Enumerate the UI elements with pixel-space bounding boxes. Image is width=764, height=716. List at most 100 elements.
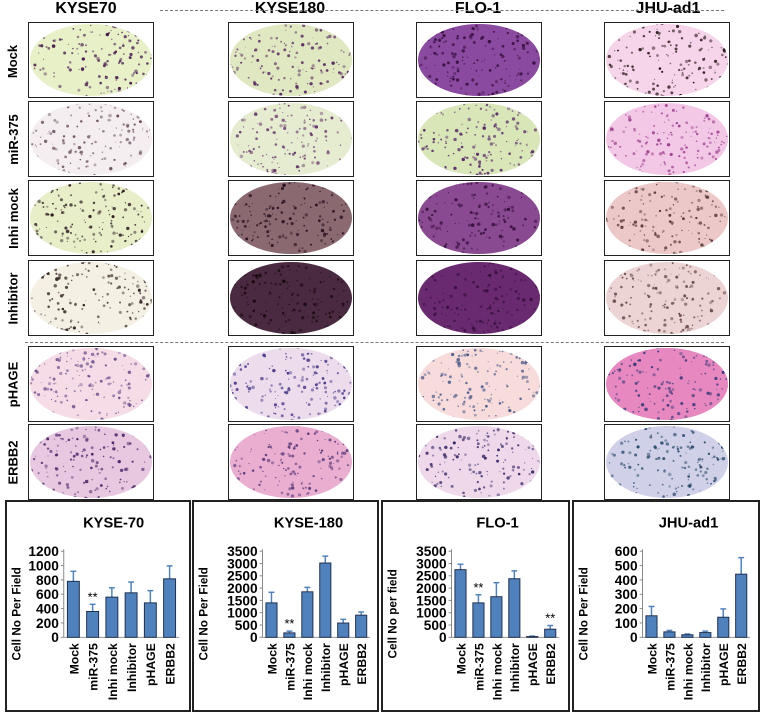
- micrograph-mock-kyse180: [228, 22, 354, 98]
- bar-mir-375: [472, 602, 485, 638]
- row-label-inhibitor: Inhibitor: [5, 272, 21, 324]
- x-tick-label: pHAGE: [526, 643, 540, 686]
- bar-inhi-mock: [105, 596, 119, 638]
- x-tick-label: pHAGE: [337, 643, 351, 686]
- x-tick-label: pHAGE: [717, 643, 731, 686]
- y-axis-label: Cell No Per Field: [578, 567, 591, 660]
- x-tick-label: Inhibitor: [125, 643, 139, 692]
- y-tick-label: 200: [36, 616, 59, 631]
- bar-erbb2: [544, 628, 557, 638]
- chart-title: FLO-1: [476, 516, 518, 532]
- x-tick-label: Mock: [265, 643, 279, 674]
- y-tick-label: 800: [36, 573, 59, 588]
- bar-inhibitor: [124, 592, 138, 638]
- y-tick-label: 3000: [227, 556, 258, 571]
- chart-title: KYSE-70: [83, 516, 144, 532]
- bar-inhi-mock: [490, 596, 503, 638]
- y-tick-label: 300: [615, 587, 638, 602]
- bar-erbb2: [735, 573, 748, 638]
- bar-inhi-mock: [681, 634, 694, 638]
- y-axis-label: Cell No per field: [387, 569, 400, 658]
- x-tick-label: Inhi mock: [106, 643, 120, 700]
- y-tick-label: 600: [615, 544, 638, 559]
- y-tick-label: 0: [439, 630, 447, 645]
- y-tick-label: 500: [615, 558, 638, 573]
- micrograph-erbb2-jhuad1: [604, 424, 730, 500]
- x-tick-label: Inhi mock: [681, 643, 695, 700]
- chart-flo1: FLO-1 Cell No per field 0 500 1000 1500 2000 25…: [381, 500, 570, 712]
- y-tick-label: 600: [36, 587, 59, 602]
- y-tick-label: 2000: [227, 581, 258, 596]
- x-tick-label: pHAGE: [144, 643, 158, 686]
- micrograph-inhi-mock-jhuad1: [604, 180, 730, 256]
- micrograph-mir-375-kyse180: [228, 101, 354, 177]
- x-tick-label: Inhibitor: [319, 643, 333, 692]
- bar-mir-375: [86, 610, 100, 638]
- micrograph-inhi-mock-kyse180: [228, 180, 354, 256]
- y-tick-label: 1000: [28, 558, 59, 573]
- micrograph-inhibitor-jhuad1: [604, 260, 730, 336]
- column-header-kyse180: KYSE180: [254, 0, 326, 17]
- significance-marker: **: [473, 580, 483, 595]
- bar-mir-375: [283, 632, 296, 638]
- y-tick-label: 1000: [416, 606, 447, 621]
- chart-kyse180: KYSE-180 Cell No Per Field 0 500 1000 1500 200…: [192, 500, 379, 712]
- column-header-flo1: FLO-1: [454, 0, 502, 17]
- row-label-erbb2: ERBB2: [5, 439, 21, 485]
- x-tick-label: miR-375: [472, 643, 486, 691]
- y-tick-label: 1000: [227, 606, 258, 621]
- y-tick-label: 400: [36, 602, 59, 617]
- bar-mock: [265, 602, 278, 638]
- bar-erbb2: [163, 578, 177, 638]
- row-label-mock: Mock: [5, 44, 21, 78]
- y-tick-label: 500: [235, 618, 258, 633]
- y-axis-label: Cell No Per Field: [11, 567, 24, 660]
- significance-marker: **: [88, 589, 98, 604]
- bar-phage: [717, 616, 730, 638]
- x-tick-label: miR-375: [663, 643, 677, 691]
- y-tick-label: 1500: [227, 593, 258, 608]
- micrograph-phage-kyse70: [28, 346, 154, 422]
- micrograph-inhi-mock-kyse70: [28, 180, 154, 256]
- x-tick-label: ERBB2: [544, 643, 558, 685]
- micrograph-mock-jhuad1: [604, 22, 730, 98]
- y-axis-label: Cell No Per Field: [198, 567, 211, 660]
- x-tick-label: Inhi mock: [301, 643, 315, 700]
- bar-phage: [526, 636, 539, 638]
- y-tick-label: 0: [51, 630, 59, 645]
- y-tick-label: 0: [250, 630, 258, 645]
- micrograph-mir-375-jhuad1: [604, 101, 730, 177]
- y-tick-label: 3500: [416, 544, 447, 559]
- y-tick-label: 1200: [28, 544, 59, 559]
- micrograph-erbb2-kyse180: [228, 424, 354, 500]
- y-tick-label: 400: [615, 573, 638, 588]
- micrograph-inhibitor-kyse180: [228, 260, 354, 336]
- bar-inhibitor: [699, 632, 712, 638]
- bar-inhi-mock: [301, 591, 314, 638]
- micrograph-mir-375-kyse70: [28, 101, 154, 177]
- bar-mock: [645, 615, 658, 638]
- bar-inhibitor: [319, 562, 332, 638]
- chart-kyse70: KYSE-70 Cell No Per Field 0 200 400 600 800 100…: [5, 500, 191, 712]
- bar-erbb2: [355, 614, 368, 638]
- x-tick-label: ERBB2: [163, 643, 177, 685]
- bar-phage: [143, 602, 157, 638]
- x-tick-label: Mock: [454, 643, 468, 674]
- x-tick-label: Mock: [67, 643, 81, 674]
- y-tick-label: 3000: [416, 556, 447, 571]
- row-label-mir375: miR-375: [5, 113, 21, 165]
- chart-title: JHU-ad1: [659, 516, 719, 532]
- divider-middle: [25, 342, 724, 343]
- x-tick-label: miR-375: [87, 643, 101, 691]
- row-label-inhi-mock: Inhi mock: [5, 187, 21, 249]
- x-tick-label: Inhibitor: [699, 643, 713, 692]
- bar-mock: [66, 580, 80, 638]
- x-tick-label: Inhi mock: [490, 643, 504, 700]
- y-tick-label: 3500: [227, 544, 258, 559]
- x-tick-label: miR-375: [283, 643, 297, 691]
- micrograph-erbb2-kyse70: [28, 424, 154, 500]
- micrograph-phage-flo1: [416, 346, 542, 422]
- y-tick-label: 1500: [416, 593, 447, 608]
- x-tick-label: ERBB2: [735, 643, 749, 685]
